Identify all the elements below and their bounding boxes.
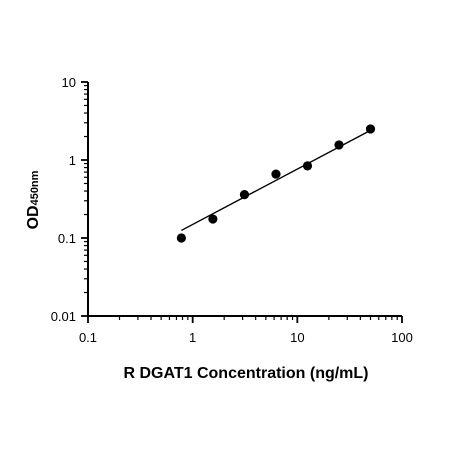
x-tick-label: 0.1 — [79, 330, 97, 345]
y-axis-title-main: OD — [25, 205, 42, 229]
y-tick-label: 1 — [69, 153, 76, 168]
data-point — [208, 214, 218, 224]
axes — [87, 82, 402, 317]
y-tick-label: 10 — [62, 75, 76, 90]
data-point — [365, 124, 376, 134]
y-tick-label: 0.01 — [51, 309, 76, 324]
y-tick-label: 0.1 — [58, 231, 76, 246]
data-point — [271, 169, 281, 179]
x-axis-title: R DGAT1 Concentration (ng/mL) — [123, 365, 368, 382]
data-point — [176, 233, 186, 243]
y-axis-title-sub: 450nm — [29, 170, 41, 205]
data-point — [302, 161, 313, 171]
x-tick-label: 100 — [391, 330, 413, 345]
data-point — [239, 190, 250, 200]
x-tick-label: 10 — [290, 330, 304, 345]
data-point — [334, 140, 344, 150]
data-points — [176, 124, 376, 243]
y-axis-title: OD450nm — [25, 170, 42, 229]
tick-marks — [81, 81, 403, 323]
x-tick-label: 1 — [189, 330, 196, 345]
